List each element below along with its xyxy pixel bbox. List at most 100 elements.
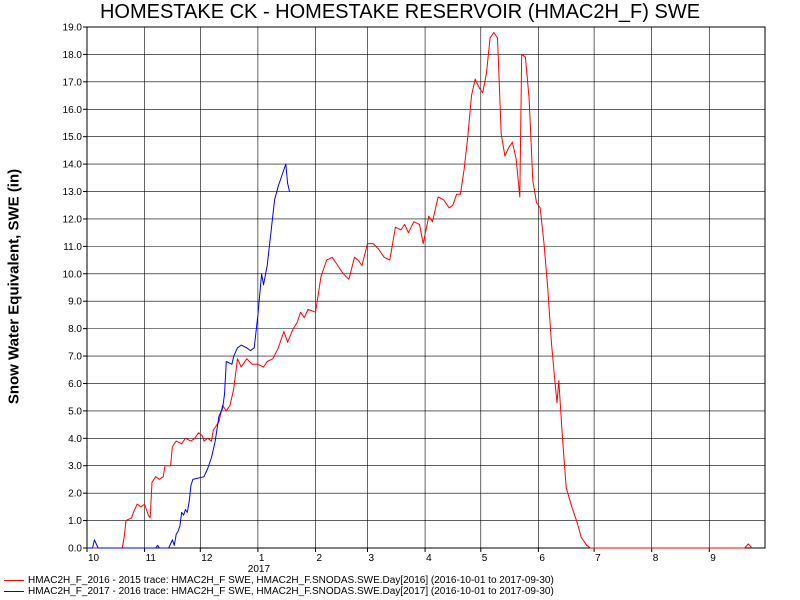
data-point xyxy=(283,331,285,332)
y-tick-label: 10.0 xyxy=(63,269,83,280)
series-line-1 xyxy=(87,163,290,549)
data-point xyxy=(558,380,560,382)
data-point xyxy=(261,273,262,275)
y-tick-label: 13.0 xyxy=(63,187,83,198)
data-point xyxy=(463,169,465,171)
data-point xyxy=(342,273,344,275)
data-point xyxy=(173,544,175,546)
data-point xyxy=(354,256,355,258)
legend-swatch-red xyxy=(4,579,24,581)
data-point xyxy=(348,278,350,280)
data-point xyxy=(478,86,480,88)
legend-swatch-blue xyxy=(4,590,24,592)
data-point xyxy=(207,468,209,469)
data-point xyxy=(500,133,502,135)
data-point xyxy=(131,517,133,519)
data-point xyxy=(504,155,506,157)
y-tick-label: 0.0 xyxy=(68,544,82,555)
data-point xyxy=(203,440,205,442)
data-point xyxy=(303,317,305,319)
data-point xyxy=(565,487,567,489)
data-point xyxy=(590,547,591,549)
data-point xyxy=(229,405,231,406)
y-tick-label: 16.0 xyxy=(63,105,83,116)
data-point xyxy=(190,484,192,486)
y-tick-label: 5.0 xyxy=(68,406,82,417)
data-point xyxy=(175,440,177,442)
x-tick-label: 4 xyxy=(426,553,432,564)
data-point xyxy=(225,410,227,412)
data-point xyxy=(536,202,537,203)
data-point xyxy=(428,215,430,217)
data-point xyxy=(474,78,476,80)
data-point xyxy=(482,92,484,94)
data-point xyxy=(586,544,588,546)
data-point xyxy=(181,512,183,513)
data-point xyxy=(231,363,233,365)
legend-label-0: HMAC2H_F_2016 - 2015 trace: HMAC2H_F SWE… xyxy=(28,575,554,586)
data-point xyxy=(157,544,159,546)
data-point xyxy=(263,366,264,368)
data-point xyxy=(172,539,173,541)
legend-item-1: HMAC2H_F_2017 - 2016 trace: HMAC2H_F SWE… xyxy=(4,586,784,597)
y-tick-label: 14.0 xyxy=(63,160,83,171)
x-tick-label: 9 xyxy=(710,553,716,564)
data-point xyxy=(144,503,146,505)
data-point xyxy=(571,506,573,508)
data-point xyxy=(331,256,333,258)
y-tick-label: 8.0 xyxy=(68,324,82,335)
data-point xyxy=(246,358,248,360)
chart-title: HOMESTAKE CK - HOMESTAKE RESERVOIR (HMAC… xyxy=(99,1,701,23)
data-point xyxy=(389,259,391,261)
data-point xyxy=(233,388,235,390)
data-point xyxy=(179,525,181,527)
data-point xyxy=(164,465,166,467)
data-point xyxy=(212,429,214,431)
data-point xyxy=(361,265,363,266)
y-tick-label: 1.0 xyxy=(68,516,82,527)
data-point xyxy=(97,547,99,549)
data-point xyxy=(123,536,125,538)
data-point xyxy=(315,311,316,313)
data-point xyxy=(253,347,255,349)
data-point xyxy=(170,465,172,467)
data-point xyxy=(86,547,88,549)
data-point xyxy=(188,501,190,502)
data-point xyxy=(287,341,288,343)
data-point xyxy=(222,407,224,409)
y-tick-label: 17.0 xyxy=(63,77,83,88)
data-point xyxy=(155,547,157,549)
y-tick-label: 11.0 xyxy=(63,242,82,253)
data-point xyxy=(181,443,183,445)
data-point xyxy=(419,224,420,225)
data-point xyxy=(246,347,248,349)
data-point xyxy=(357,259,359,261)
data-point xyxy=(486,73,487,74)
data-point xyxy=(203,476,205,478)
data-point xyxy=(224,394,225,395)
data-point xyxy=(211,457,212,458)
data-point xyxy=(367,243,368,245)
data-point xyxy=(437,196,439,198)
data-point xyxy=(151,481,153,483)
data-point xyxy=(452,204,454,206)
data-point xyxy=(251,363,253,365)
data-point xyxy=(211,440,212,442)
data-point xyxy=(300,311,301,313)
y-tick-label: 6.0 xyxy=(68,379,82,390)
data-point xyxy=(580,536,582,538)
data-point xyxy=(443,199,444,201)
data-point xyxy=(422,243,424,245)
data-point xyxy=(198,432,199,434)
data-point xyxy=(277,347,279,349)
data-point xyxy=(281,174,283,176)
y-tick-label: 2.0 xyxy=(68,489,82,500)
data-point xyxy=(240,344,242,346)
data-point xyxy=(497,37,498,39)
series-lines xyxy=(86,32,753,549)
data-point xyxy=(207,437,209,439)
data-point xyxy=(136,503,138,505)
data-point xyxy=(307,309,309,310)
data-point xyxy=(92,547,93,549)
